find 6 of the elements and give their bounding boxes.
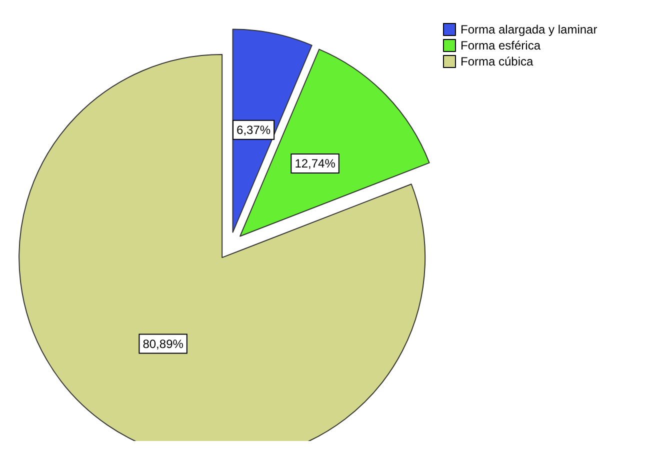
data-label: 6,37% [236, 122, 271, 137]
legend-label: Forma alargada y laminar [460, 22, 598, 36]
data-label: 12,74% [294, 156, 336, 170]
legend-label: Forma esférica [460, 38, 541, 52]
legend-label: Forma cúbica [460, 54, 534, 68]
data-label: 80,89% [142, 336, 184, 351]
